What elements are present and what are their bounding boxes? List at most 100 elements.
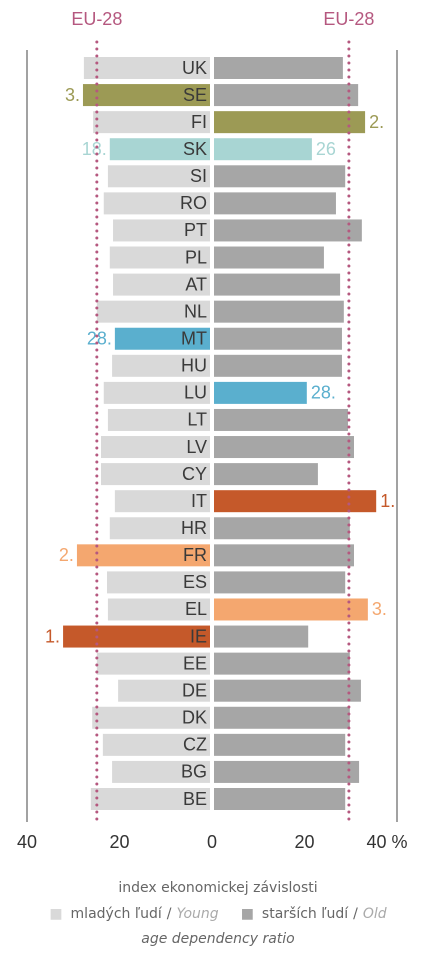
category-label: IT (191, 491, 207, 511)
bar (109, 517, 210, 540)
bar (214, 733, 346, 756)
category-label: BG (181, 762, 207, 782)
category-label: LT (187, 410, 207, 430)
bar (114, 490, 210, 513)
bar (107, 598, 210, 621)
bar (107, 408, 210, 431)
rank-label: 26 (316, 139, 336, 159)
bar (92, 706, 210, 729)
rank-label: 28. (311, 383, 336, 403)
bar (214, 354, 342, 377)
bar (63, 625, 211, 648)
bar (214, 57, 343, 79)
bar (214, 571, 346, 594)
legend-swatch: ■ (49, 906, 62, 922)
category-label: MT (181, 328, 207, 348)
rank-label: 2. (59, 545, 74, 565)
bar (214, 598, 368, 621)
bar (214, 788, 346, 810)
category-label: PT (184, 220, 207, 240)
bar (102, 733, 210, 756)
category-label: SK (183, 139, 207, 159)
category-label: CZ (183, 735, 207, 755)
bar (214, 517, 350, 540)
category-label: HR (181, 518, 207, 538)
category-label: SI (190, 166, 207, 186)
rank-label: 18. (82, 139, 107, 159)
category-label: EL (185, 599, 207, 619)
rank-label: 1. (380, 491, 395, 511)
bar (214, 463, 318, 486)
reference-label: EU-28 (71, 9, 122, 29)
bar (214, 327, 342, 350)
bar (96, 652, 210, 675)
bar (112, 354, 210, 377)
category-label: SE (183, 85, 207, 105)
rank-label: 28. (87, 328, 112, 348)
category-label: LU (184, 383, 207, 403)
bar (214, 625, 309, 648)
bar (114, 327, 210, 350)
bar (113, 273, 210, 296)
bar (214, 273, 341, 296)
bar (214, 490, 377, 513)
bar (214, 706, 350, 729)
bar (101, 436, 210, 459)
legend-subtitle: age dependency ratio (141, 931, 295, 947)
bar (107, 571, 210, 594)
category-label: HU (181, 356, 207, 376)
legend-separator: / (353, 906, 358, 922)
legend-title: index ekonomickej závislosti (118, 880, 317, 896)
x-tick-label: 0 (207, 832, 217, 852)
rank-label: 3. (372, 599, 387, 619)
bar (214, 760, 360, 783)
legend-swatch: ■ (241, 906, 254, 922)
x-tick-label: 40 (17, 832, 37, 852)
bar (214, 165, 346, 188)
x-tick-label: 20 (109, 832, 129, 852)
bar (109, 246, 210, 269)
category-label: IE (190, 626, 207, 646)
category-label: CY (182, 464, 207, 484)
bar (83, 57, 210, 79)
category-label: LV (186, 437, 207, 457)
bar (214, 408, 348, 431)
bar (214, 300, 344, 323)
bar (93, 111, 210, 134)
category-label: NL (184, 301, 207, 321)
bar (101, 463, 210, 486)
category-label: RO (180, 193, 207, 213)
bar (214, 192, 336, 215)
bar (90, 788, 210, 810)
rank-label: 1. (45, 626, 60, 646)
bar (96, 300, 210, 323)
category-label: BE (183, 789, 207, 809)
category-label: FI (191, 112, 207, 132)
bar (214, 679, 361, 702)
rank-label: 2. (369, 112, 384, 132)
bar (112, 760, 210, 783)
bar (214, 111, 366, 134)
bar (214, 544, 354, 567)
bar (118, 679, 210, 702)
x-tick-label: 40 % (366, 832, 407, 852)
category-label: DE (182, 680, 207, 700)
legend-name-en: Old (363, 906, 387, 922)
category-label: DK (182, 708, 207, 728)
x-tick-label: 20 (294, 832, 314, 852)
bar (214, 436, 354, 459)
category-label: UK (182, 58, 207, 78)
bar (214, 219, 362, 242)
bar (76, 544, 210, 567)
bar (214, 84, 359, 107)
bar (103, 381, 210, 404)
bar (103, 192, 210, 215)
legend: ■ mladých ľudí / Young ■ starších ľudí / Old (49, 906, 386, 922)
legend-name: mladých ľudí (71, 906, 163, 922)
bar (109, 138, 210, 161)
legend-separator: / (167, 906, 172, 922)
legend-name: starších ľudí (262, 906, 349, 922)
bar (214, 381, 307, 404)
category-label: PL (185, 247, 207, 267)
